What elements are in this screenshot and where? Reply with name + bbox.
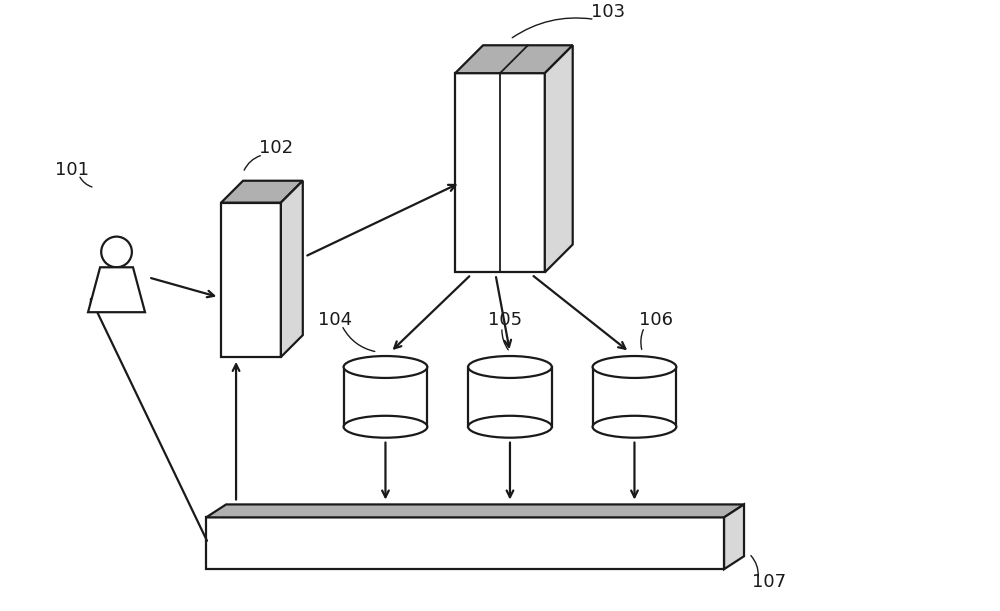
Polygon shape	[724, 505, 744, 569]
Text: 105: 105	[488, 311, 522, 329]
Ellipse shape	[593, 356, 676, 378]
Polygon shape	[221, 181, 303, 203]
Polygon shape	[593, 367, 676, 426]
Polygon shape	[455, 73, 545, 273]
Ellipse shape	[344, 356, 427, 378]
Ellipse shape	[344, 416, 427, 437]
Polygon shape	[545, 45, 573, 273]
Text: 104: 104	[318, 311, 352, 329]
Text: 106: 106	[639, 311, 673, 329]
Text: 101: 101	[55, 161, 89, 179]
Polygon shape	[88, 267, 145, 312]
Text: 103: 103	[591, 4, 625, 21]
Ellipse shape	[468, 416, 552, 437]
Polygon shape	[206, 505, 744, 518]
Ellipse shape	[468, 356, 552, 378]
Polygon shape	[221, 203, 281, 357]
Polygon shape	[455, 45, 573, 73]
Text: 107: 107	[752, 573, 786, 591]
Polygon shape	[281, 181, 303, 357]
Polygon shape	[206, 518, 724, 569]
Ellipse shape	[101, 236, 132, 267]
Ellipse shape	[593, 416, 676, 437]
Polygon shape	[344, 367, 427, 426]
Text: 102: 102	[259, 139, 293, 157]
Polygon shape	[468, 367, 552, 426]
